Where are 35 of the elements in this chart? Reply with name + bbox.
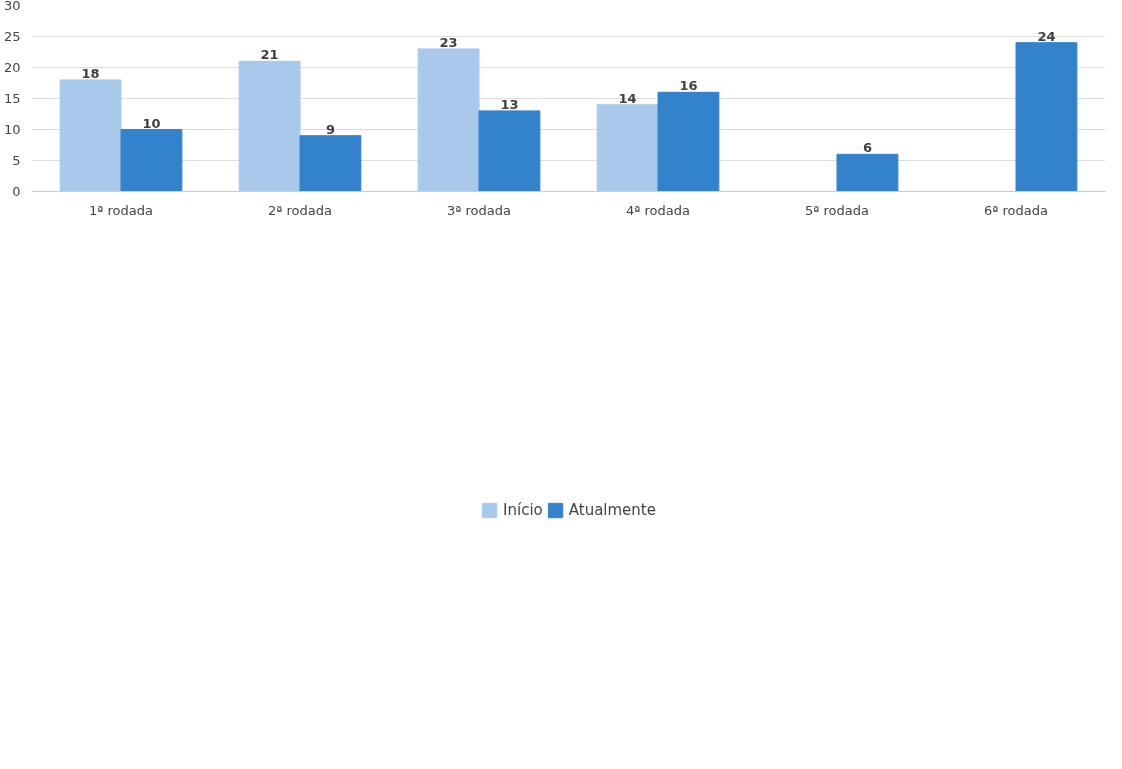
bar [417, 48, 480, 192]
y-tick-label: 30 [3, 0, 21, 13]
data-label: 14 [618, 90, 637, 106]
bar [657, 91, 720, 192]
bar [120, 129, 183, 192]
legend-label: Atualmente [568, 501, 656, 519]
data-label: 10 [142, 115, 161, 131]
x-tick-label: 6ª rodada [984, 202, 1048, 218]
data-label: 13 [500, 96, 519, 112]
data-label: 6 [862, 140, 872, 156]
bar [596, 104, 659, 192]
bar [478, 110, 541, 192]
y-tick-label: 15 [3, 91, 21, 106]
x-tick-label: 4ª rodada [626, 202, 690, 218]
bar [836, 153, 899, 192]
data-label: 21 [260, 47, 279, 63]
data-label: 18 [81, 65, 100, 81]
y-tick-label: 0 [12, 184, 21, 199]
x-tick-label: 1ª rodada [89, 202, 153, 218]
y-tick-label: 20 [3, 60, 21, 75]
x-tick-label: 3ª rodada [447, 202, 511, 218]
bar [1015, 42, 1078, 192]
bar [299, 135, 362, 192]
y-tick-label: 25 [3, 29, 21, 44]
data-label: 23 [439, 34, 458, 50]
data-label: 9 [325, 121, 335, 137]
data-label: 16 [679, 78, 698, 94]
bar [59, 79, 122, 192]
bar [238, 60, 301, 192]
y-tick-label: 10 [3, 122, 21, 137]
data-label: 24 [1037, 28, 1056, 44]
y-tick-label: 5 [12, 153, 21, 168]
x-tick-label: 5ª rodada [805, 202, 869, 218]
legend-label: Início [503, 501, 543, 519]
x-tick-label: 2ª rodada [268, 202, 332, 218]
